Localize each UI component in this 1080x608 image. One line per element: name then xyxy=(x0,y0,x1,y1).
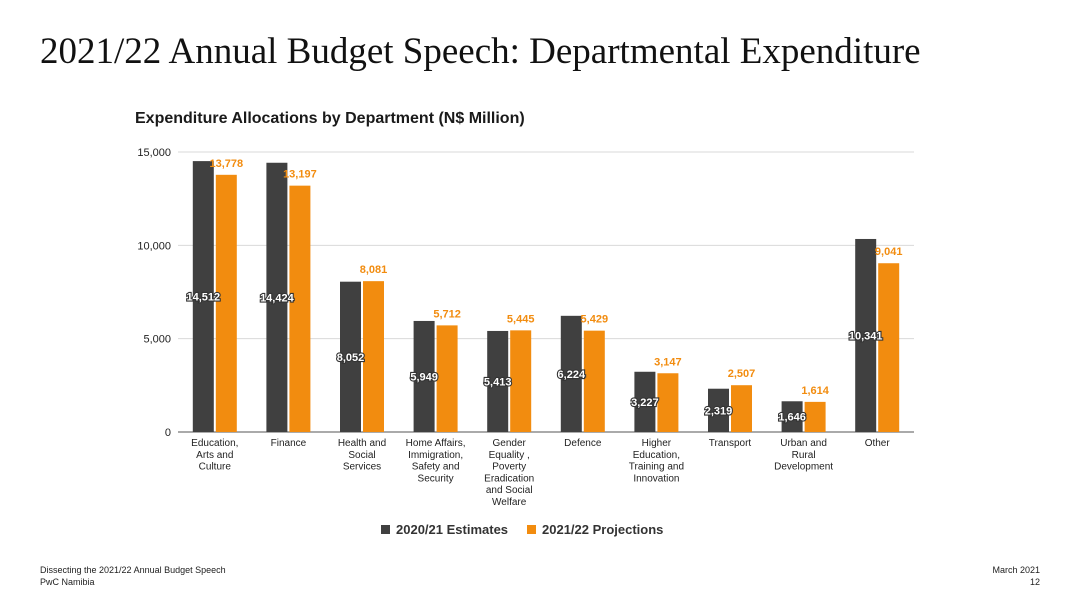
x-tick-label: Other xyxy=(865,438,891,449)
x-tick-label: Training and xyxy=(629,462,684,473)
x-tick-label: Education, xyxy=(633,450,680,461)
data-label-2020-21: 14,424 xyxy=(260,292,295,304)
x-tick-label: Gender xyxy=(493,438,527,449)
x-tick-label: Health and xyxy=(338,438,386,449)
data-label-2021-22: 1,614 xyxy=(801,385,829,397)
x-tick-label: Transport xyxy=(709,438,752,449)
bar-2021-22-projections xyxy=(289,185,311,432)
bar-2021-22-projections xyxy=(583,330,605,432)
data-label-2020-21: 10,341 xyxy=(849,330,883,342)
legend-label-2021-22: 2021/22 Projections xyxy=(542,522,663,537)
data-label-2020-21: 3,227 xyxy=(631,397,659,409)
x-tick-label: Home Affairs, xyxy=(406,438,466,449)
footer-date: March 2021 xyxy=(992,565,1040,575)
data-label-2020-21: 8,052 xyxy=(337,352,365,364)
data-label-2020-21: 14,512 xyxy=(186,292,220,304)
x-tick-label: Finance xyxy=(271,438,307,449)
data-label-2021-22: 2,507 xyxy=(728,368,756,380)
bar-2021-22-projections xyxy=(804,401,826,432)
y-tick-label: 10,000 xyxy=(137,240,171,252)
bar-2021-22-projections xyxy=(657,373,679,432)
y-tick-label: 5,000 xyxy=(143,334,171,346)
x-tick-label: Welfare xyxy=(492,497,527,508)
bar-2020-21-estimates xyxy=(192,161,214,433)
data-label-2020-21: 5,413 xyxy=(484,376,512,388)
bar-2020-21-estimates xyxy=(560,315,582,432)
footer-right: March 2021 12 xyxy=(992,564,1040,588)
x-tick-label: Innovation xyxy=(633,473,679,484)
data-label-2020-21: 2,319 xyxy=(705,405,733,417)
x-tick-label: Social xyxy=(348,450,375,461)
bar-2020-21-estimates xyxy=(855,238,877,432)
x-tick-label: Equality , xyxy=(489,450,530,461)
y-tick-label: 15,000 xyxy=(137,147,171,159)
x-tick-label: Services xyxy=(343,462,381,473)
x-tick-label: Security xyxy=(418,473,454,484)
legend-swatch-2021-22 xyxy=(527,525,536,534)
x-tick-label: and Social xyxy=(486,485,533,496)
data-label-2021-22: 8,081 xyxy=(360,264,388,276)
x-tick-label: Immigration, xyxy=(408,450,463,461)
chart-title: Expenditure Allocations by Department (N… xyxy=(135,110,525,127)
data-label-2020-21: 6,224 xyxy=(558,369,586,381)
data-label-2021-22: 5,445 xyxy=(507,313,535,325)
data-label-2021-22: 13,197 xyxy=(283,169,317,181)
x-tick-label: Education, xyxy=(191,438,238,449)
data-label-2021-22: 9,041 xyxy=(875,246,903,258)
x-tick-label: Development xyxy=(774,462,833,473)
bar-2020-21-estimates xyxy=(340,281,361,432)
slide-title: 2021/22 Annual Budget Speech: Department… xyxy=(40,31,921,72)
x-tick-label: Safety and xyxy=(412,462,460,473)
x-tick-label: Eradication xyxy=(484,473,534,484)
x-tick-label: Higher xyxy=(642,438,672,449)
footer-left: Dissecting the 2021/22 Annual Budget Spe… xyxy=(40,564,226,588)
data-label-2020-21: 1,646 xyxy=(778,412,806,424)
footer-company: PwC Namibia xyxy=(40,577,95,587)
legend-swatch-2020-21 xyxy=(381,525,390,534)
footer-page-number: 12 xyxy=(1029,577,1040,587)
bar-2021-22-projections xyxy=(731,385,752,432)
bar-2020-21-estimates xyxy=(487,330,509,432)
bar-2021-22-projections xyxy=(878,263,900,432)
bar-2021-22-projections xyxy=(510,330,532,432)
data-label-2021-22: 13,778 xyxy=(209,158,243,170)
bar-2020-21-estimates xyxy=(708,388,729,432)
x-tick-label: Urban and xyxy=(780,438,827,449)
y-tick-label: 0 xyxy=(165,427,171,439)
bar-2021-22-projections xyxy=(436,325,458,432)
data-label-2021-22: 5,712 xyxy=(433,308,461,320)
data-label-2021-22: 5,429 xyxy=(581,314,609,326)
legend-label-2020-21: 2020/21 Estimates xyxy=(396,522,508,537)
data-label-2021-22: 3,147 xyxy=(654,356,682,368)
bar-2020-21-estimates xyxy=(413,320,435,432)
x-tick-label: Rural xyxy=(792,450,816,461)
bar-2020-21-estimates xyxy=(634,371,656,432)
footer-report-title: Dissecting the 2021/22 Annual Budget Spe… xyxy=(40,565,226,575)
x-tick-label: Defence xyxy=(564,438,602,449)
bar-2020-21-estimates xyxy=(781,401,803,432)
x-tick-label: Culture xyxy=(199,462,232,473)
bar-2020-21-estimates xyxy=(266,162,288,432)
bar-2021-22-projections xyxy=(215,174,237,432)
x-tick-label: Poverty xyxy=(492,462,526,473)
bar-2021-22-projections xyxy=(363,281,384,432)
data-label-2020-21: 5,949 xyxy=(410,371,438,383)
x-tick-label: Arts and xyxy=(196,450,233,461)
